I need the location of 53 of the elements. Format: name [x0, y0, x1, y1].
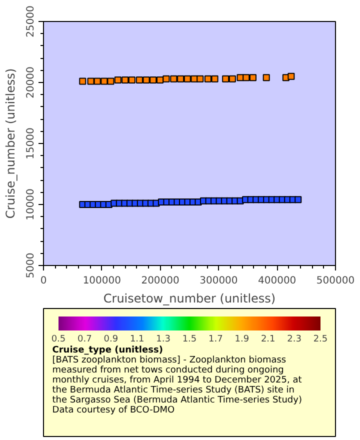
y-tick-label: 10000	[26, 188, 36, 220]
color-bar-label: 0.7	[78, 334, 92, 344]
color-bar-title: Cruise_type (unitless)	[52, 346, 163, 356]
point	[288, 72, 295, 80]
y-tick-label: 15000	[26, 128, 36, 160]
point	[107, 78, 114, 85]
color-bar-label: 2.3	[287, 334, 302, 344]
color-bar-label: 0.9	[104, 334, 118, 344]
color-bar-label: 0.5	[51, 334, 66, 344]
point	[122, 76, 129, 84]
color-bar-label: 1.1	[130, 334, 144, 344]
point	[242, 74, 250, 82]
color-bar-label: 2.5	[313, 334, 328, 344]
point	[136, 76, 143, 84]
point	[100, 78, 108, 85]
x-tick-label: 300000	[200, 276, 238, 286]
x-tick-label: 200000	[141, 276, 180, 286]
point	[196, 75, 204, 82]
point	[162, 75, 170, 82]
y-tick-label: 5000	[26, 252, 36, 278]
x-tick-label: 100000	[82, 276, 121, 286]
x-tick-label: 500000	[316, 276, 355, 286]
text: Data courtesy of BCO-DMO	[52, 406, 175, 416]
y-tick-label: 25000	[26, 6, 36, 38]
text: [BATS zooplankton biomass] - Zooplankton biomass measured from net tows conducted during ongoing monthly cruises, from April 1994 to December 2025, at the Bermuda Atlantic Time-series Study (BATS) site in the Sargasso Sea (Bermuda Atlantic Time-series Study)	[52, 356, 302, 406]
x-axis-title: Cruisetow_number (unitless)	[103, 292, 276, 306]
color-bar-label: 1.3	[156, 334, 170, 344]
point	[170, 75, 178, 82]
point	[184, 75, 191, 82]
color-bar-label: 2.1	[260, 334, 276, 344]
point	[249, 74, 256, 82]
point	[87, 78, 94, 85]
point	[128, 76, 136, 84]
point	[150, 76, 157, 84]
point	[222, 75, 230, 82]
x-tick-label: 400000	[258, 276, 296, 286]
y-axis-title: Cruise_number (unitless)	[4, 68, 18, 219]
point	[211, 75, 218, 82]
point	[177, 75, 184, 82]
color-bar-label: 1.9	[234, 334, 250, 344]
point	[94, 78, 101, 85]
y-tick-label: 20000	[26, 66, 36, 98]
color-bar-label: 1.5	[182, 334, 197, 344]
point	[79, 78, 86, 85]
point	[204, 75, 212, 82]
color-bar-label: 1.7	[208, 334, 223, 344]
point	[262, 74, 270, 82]
point	[294, 196, 302, 204]
x-tick-label: 0	[40, 276, 47, 286]
point	[114, 76, 122, 84]
point	[228, 75, 236, 82]
point	[156, 76, 164, 84]
point	[142, 76, 150, 84]
